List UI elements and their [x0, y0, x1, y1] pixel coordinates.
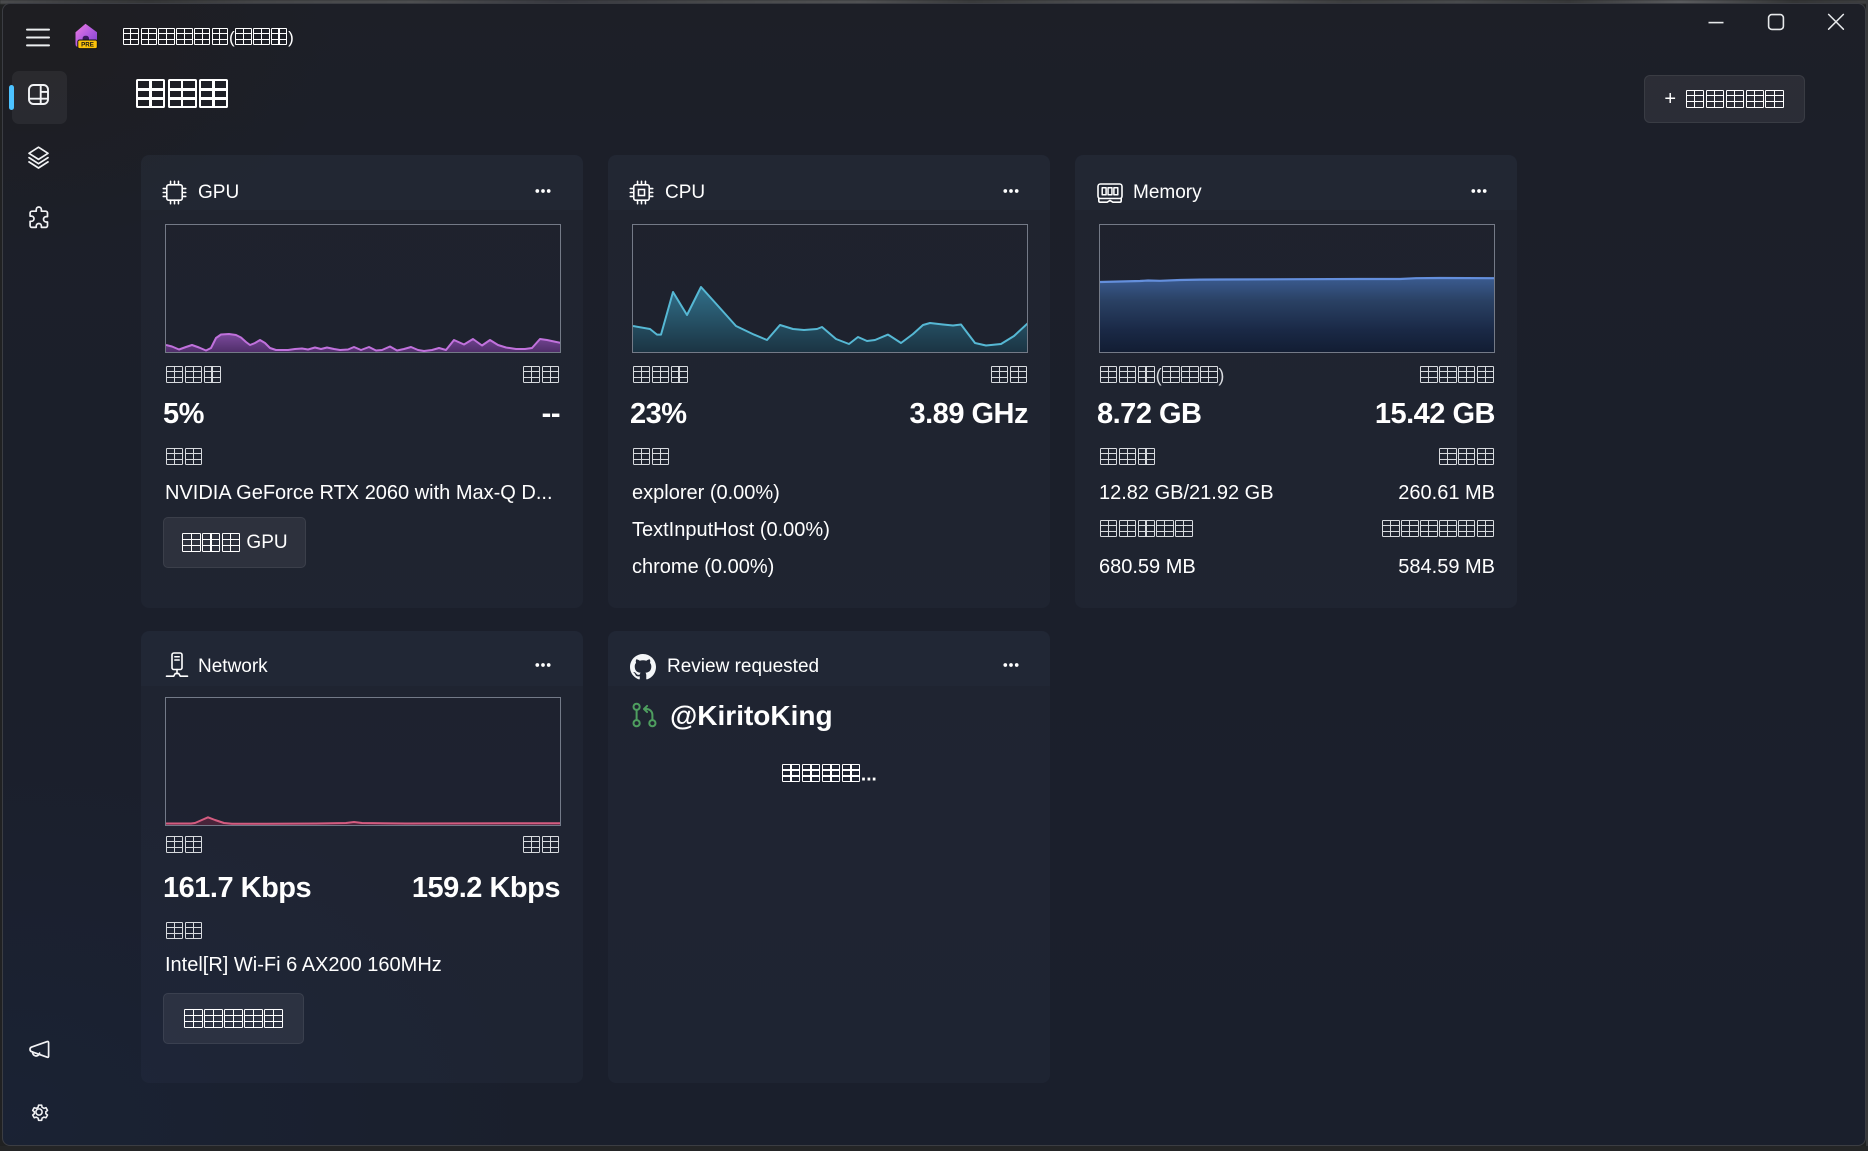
svg-text:PRE: PRE [81, 42, 94, 49]
